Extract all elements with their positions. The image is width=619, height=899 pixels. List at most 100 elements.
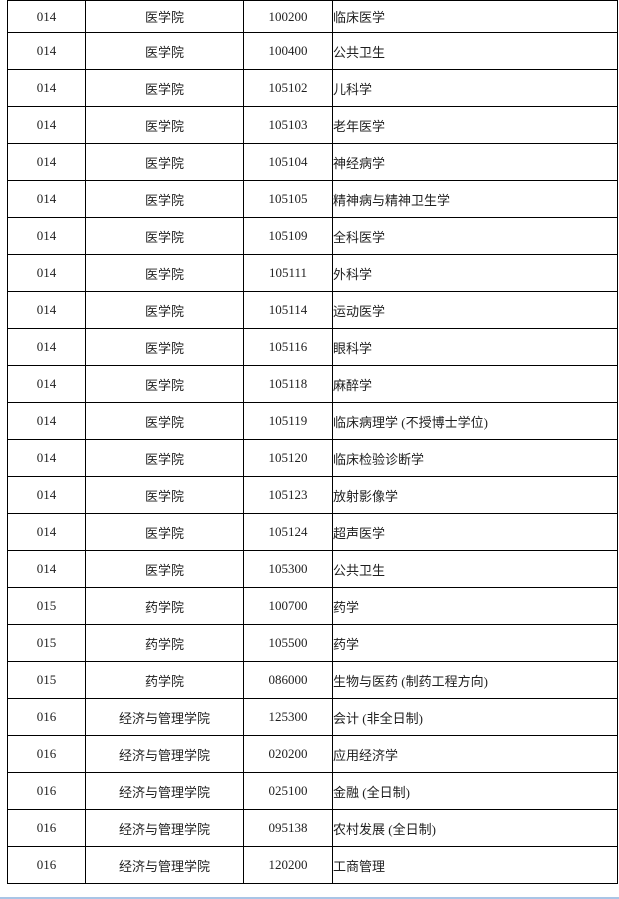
- major-code-cell: 105114: [243, 291, 333, 329]
- major-name-cell: 精神病与精神卫生学: [332, 180, 618, 218]
- dept-name-cell: 药学院: [85, 661, 244, 699]
- major-name-cell: 老年医学: [332, 106, 618, 144]
- dept-name-cell: 医学院: [85, 69, 244, 107]
- dept-name-cell: 药学院: [85, 587, 244, 625]
- major-name-cell: 会计 (非全日制): [332, 698, 618, 736]
- major-name-cell: 公共卫生: [332, 32, 618, 70]
- table-body: 014 医学院 100200 临床医学 014 医学院 100400 公共卫生 …: [7, 0, 618, 884]
- table-row: 016 经济与管理学院 025100 金融 (全日制): [7, 772, 618, 810]
- major-name-cell: 临床病理学 (不授博士学位): [332, 402, 618, 440]
- dept-code-cell: 016: [7, 772, 86, 810]
- dept-code-cell: 014: [7, 365, 86, 403]
- major-code-cell: 025100: [243, 772, 333, 810]
- dept-name-cell: 医学院: [85, 513, 244, 551]
- major-code-cell: 086000: [243, 661, 333, 699]
- major-code-cell: 120200: [243, 846, 333, 884]
- viewport-bottom-edge-line: [0, 897, 619, 899]
- table-row: 016 经济与管理学院 125300 会计 (非全日制): [7, 698, 618, 736]
- dept-name-cell: 医学院: [85, 180, 244, 218]
- dept-name-cell: 医学院: [85, 476, 244, 514]
- dept-name-cell: 医学院: [85, 365, 244, 403]
- dept-name-cell: 医学院: [85, 254, 244, 292]
- dept-name-cell: 医学院: [85, 550, 244, 588]
- major-code-cell: 095138: [243, 809, 333, 847]
- major-name-cell: 临床医学: [332, 0, 618, 33]
- dept-name-cell: 医学院: [85, 32, 244, 70]
- major-name-cell: 外科学: [332, 254, 618, 292]
- dept-code-cell: 014: [7, 513, 86, 551]
- major-code-cell: 105120: [243, 439, 333, 477]
- dept-name-cell: 医学院: [85, 328, 244, 366]
- dept-name-cell: 医学院: [85, 143, 244, 181]
- dept-code-cell: 014: [7, 476, 86, 514]
- major-code-cell: 105500: [243, 624, 333, 662]
- table-row: 014 医学院 105118 麻醉学: [7, 365, 618, 403]
- major-name-cell: 超声医学: [332, 513, 618, 551]
- table-row: 016 经济与管理学院 095138 农村发展 (全日制): [7, 809, 618, 847]
- dept-code-cell: 014: [7, 143, 86, 181]
- table-row: 014 医学院 105102 儿科学: [7, 69, 618, 107]
- dept-name-cell: 经济与管理学院: [85, 698, 244, 736]
- major-name-cell: 生物与医药 (制药工程方向): [332, 661, 618, 699]
- dept-code-cell: 014: [7, 254, 86, 292]
- table-row: 016 经济与管理学院 020200 应用经济学: [7, 735, 618, 773]
- table-row: 016 经济与管理学院 120200 工商管理: [7, 846, 618, 884]
- major-name-cell: 药学: [332, 587, 618, 625]
- table-row: 014 医学院 105300 公共卫生: [7, 550, 618, 588]
- table-row: 014 医学院 105120 临床检验诊断学: [7, 439, 618, 477]
- major-code-cell: 105103: [243, 106, 333, 144]
- table-row: 014 医学院 105114 运动医学: [7, 291, 618, 329]
- dept-code-cell: 014: [7, 32, 86, 70]
- major-code-cell: 105119: [243, 402, 333, 440]
- table-row: 014 医学院 105111 外科学: [7, 254, 618, 292]
- major-code-cell: 105116: [243, 328, 333, 366]
- dept-code-cell: 014: [7, 291, 86, 329]
- major-code-cell: 105300: [243, 550, 333, 588]
- dept-code-cell: 015: [7, 661, 86, 699]
- dept-code-cell: 015: [7, 587, 86, 625]
- dept-code-cell: 014: [7, 217, 86, 255]
- major-code-cell: 125300: [243, 698, 333, 736]
- major-code-cell: 020200: [243, 735, 333, 773]
- major-code-cell: 100400: [243, 32, 333, 70]
- major-name-cell: 金融 (全日制): [332, 772, 618, 810]
- dept-code-cell: 016: [7, 735, 86, 773]
- dept-name-cell: 医学院: [85, 291, 244, 329]
- dept-code-cell: 014: [7, 106, 86, 144]
- table-row: 014 医学院 105103 老年医学: [7, 106, 618, 144]
- table-row: 014 医学院 105104 神经病学: [7, 143, 618, 181]
- dept-code-cell: 014: [7, 550, 86, 588]
- dept-code-cell: 014: [7, 0, 86, 33]
- major-name-cell: 农村发展 (全日制): [332, 809, 618, 847]
- dept-name-cell: 经济与管理学院: [85, 735, 244, 773]
- major-code-cell: 105105: [243, 180, 333, 218]
- major-name-cell: 全科医学: [332, 217, 618, 255]
- dept-name-cell: 经济与管理学院: [85, 772, 244, 810]
- dept-code-cell: 016: [7, 698, 86, 736]
- major-code-cell: 105109: [243, 217, 333, 255]
- major-name-cell: 工商管理: [332, 846, 618, 884]
- major-code-cell: 105118: [243, 365, 333, 403]
- dept-name-cell: 医学院: [85, 0, 244, 33]
- major-name-cell: 应用经济学: [332, 735, 618, 773]
- major-code-cell: 105111: [243, 254, 333, 292]
- admission-programs-table: 014 医学院 100200 临床医学 014 医学院 100400 公共卫生 …: [7, 0, 618, 884]
- dept-code-cell: 014: [7, 402, 86, 440]
- dept-code-cell: 014: [7, 439, 86, 477]
- major-name-cell: 运动医学: [332, 291, 618, 329]
- dept-code-cell: 016: [7, 809, 86, 847]
- dept-name-cell: 医学院: [85, 439, 244, 477]
- dept-name-cell: 药学院: [85, 624, 244, 662]
- dept-code-cell: 015: [7, 624, 86, 662]
- major-code-cell: 105124: [243, 513, 333, 551]
- major-name-cell: 眼科学: [332, 328, 618, 366]
- major-name-cell: 临床检验诊断学: [332, 439, 618, 477]
- dept-name-cell: 经济与管理学院: [85, 846, 244, 884]
- major-name-cell: 儿科学: [332, 69, 618, 107]
- dept-code-cell: 014: [7, 69, 86, 107]
- dept-name-cell: 医学院: [85, 402, 244, 440]
- table-row: 015 药学院 105500 药学: [7, 624, 618, 662]
- table-row: 014 医学院 100200 临床医学: [7, 0, 618, 33]
- major-name-cell: 神经病学: [332, 143, 618, 181]
